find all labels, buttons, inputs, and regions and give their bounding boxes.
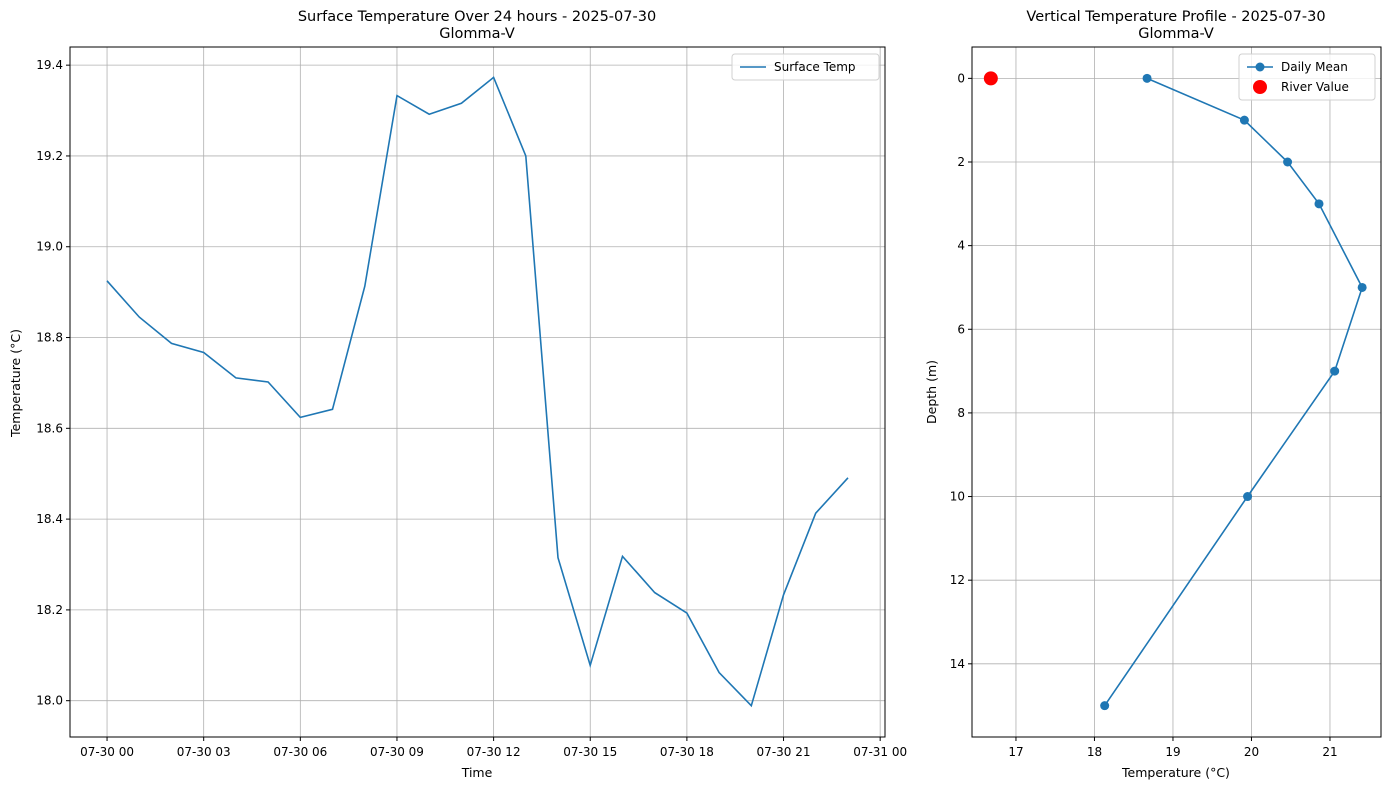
- x-axis-label: Temperature (°C): [1121, 765, 1230, 780]
- axes-frame: [971, 46, 1382, 738]
- daily-mean-point: [1314, 199, 1324, 209]
- y-axis-label: Temperature (°C): [8, 329, 23, 438]
- x-tick-label: 21: [1322, 745, 1337, 759]
- x-axis-label: Time: [461, 765, 493, 780]
- y-tick-label: 18.0: [36, 694, 63, 708]
- x-tick-label: 07-30 06: [273, 745, 327, 759]
- x-tick-label: 17: [1008, 745, 1023, 759]
- daily-mean-point: [1100, 701, 1110, 711]
- series-line-daily-mean: [1104, 77, 1364, 707]
- vertical-profile-chart: Vertical Temperature Profile - 2025-07-3…: [924, 9, 1382, 780]
- y-tick-label: 18.2: [36, 603, 63, 617]
- series-line-surface-temp: [106, 76, 849, 708]
- plot-area: [983, 71, 1367, 711]
- daily-mean-point: [1243, 492, 1253, 502]
- y-tick-label: 2: [957, 155, 965, 169]
- x-tick-label: 07-30 09: [370, 745, 424, 759]
- plot-area: [106, 76, 849, 708]
- surface-temperature-chart: Surface Temperature Over 24 hours - 2025…: [8, 9, 907, 780]
- y-tick-label: 18.6: [36, 421, 63, 435]
- x-tick-label: 18: [1087, 745, 1102, 759]
- legend-box: [731, 53, 880, 81]
- y-tick-label: 19.2: [36, 149, 63, 163]
- y-tick-label: 18.8: [36, 331, 63, 345]
- x-tick-label: 07-30 21: [757, 745, 811, 759]
- grid-lines: [70, 47, 885, 737]
- grid-lines: [972, 47, 1381, 737]
- axes-frame: [69, 46, 886, 738]
- y-tick-label: 19.0: [36, 240, 63, 254]
- x-tick-label: 20: [1244, 745, 1259, 759]
- x-tick-label: 07-30 18: [660, 745, 714, 759]
- x-tick-label: 19: [1165, 745, 1180, 759]
- daily-mean-point: [1283, 157, 1293, 167]
- y-tick-label: 4: [957, 239, 965, 253]
- y-tick-label: 6: [957, 322, 965, 336]
- daily-mean-point: [1142, 73, 1152, 83]
- y-tick-label: 14: [950, 657, 965, 671]
- y-tick-label: 0: [957, 71, 965, 85]
- x-tick-label: 07-30 00: [80, 745, 134, 759]
- legend-box: [1238, 53, 1376, 101]
- axis-ticks: 07-30 00 07-30 03 07-30 06 07-30 09 07-30 12…: [36, 58, 907, 759]
- legend-label: River Value: [1281, 80, 1349, 94]
- x-tick-label: 07-30 12: [467, 745, 521, 759]
- y-axis-label: Depth (m): [924, 360, 939, 424]
- river-value-point: [983, 71, 998, 86]
- axis-ticks: 17 18 19 20 21 0 2 4 6 8 10 12 14: [950, 71, 1338, 759]
- y-tick-label: 8: [957, 406, 965, 420]
- legend-swatch-marker: [1255, 62, 1265, 72]
- x-tick-label: 07-31 00: [853, 745, 907, 759]
- chart-subtitle: Glomma-V: [1138, 26, 1214, 42]
- daily-mean-point: [1330, 366, 1340, 376]
- chart-title: Vertical Temperature Profile - 2025-07-3…: [1026, 9, 1325, 25]
- y-tick-label: 18.4: [36, 512, 63, 526]
- legend: Daily Mean River Value: [1238, 53, 1376, 101]
- legend-label: Daily Mean: [1281, 60, 1348, 74]
- chart-subtitle: Glomma-V: [439, 26, 515, 42]
- chart-title: Surface Temperature Over 24 hours - 2025…: [298, 9, 656, 25]
- y-tick-label: 12: [950, 573, 965, 587]
- legend-swatch: [1253, 80, 1267, 94]
- legend-label: Surface Temp: [774, 60, 856, 74]
- legend: Surface Temp: [731, 53, 880, 81]
- daily-mean-point: [1239, 115, 1249, 125]
- y-tick-label: 10: [950, 490, 965, 504]
- x-tick-label: 07-30 15: [563, 745, 617, 759]
- x-tick-label: 07-30 03: [177, 745, 231, 759]
- y-tick-label: 19.4: [36, 58, 63, 72]
- daily-mean-point: [1357, 282, 1367, 292]
